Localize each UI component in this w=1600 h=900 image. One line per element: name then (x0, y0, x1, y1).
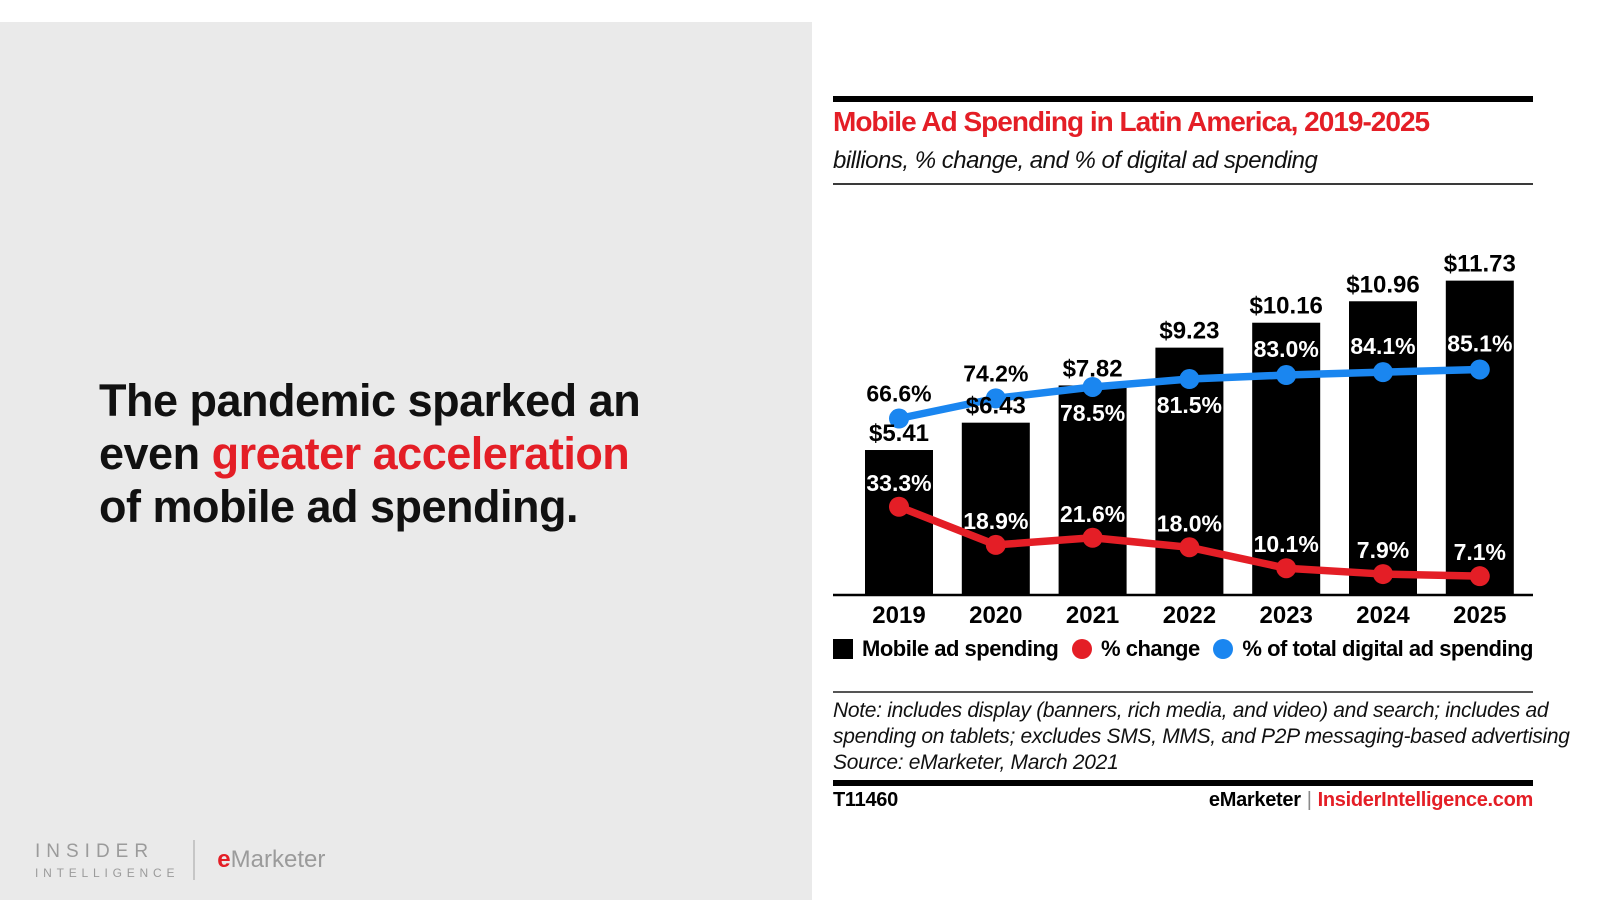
pct-change-label: 10.1% (1254, 531, 1319, 557)
pct-of-digital-line-point (889, 408, 909, 429)
bar-2021 (1058, 385, 1127, 595)
x-tick-label: 2022 (1163, 602, 1216, 629)
bar-2025 (1445, 280, 1514, 595)
insider-intelligence-emarketer-logo: INSIDER INTELLIGENCE eMarketer (35, 840, 325, 880)
x-tick-label: 2020 (969, 602, 1022, 629)
emarketer-e: e (217, 846, 231, 873)
x-tick-label: 2019 (872, 602, 925, 629)
pct-of-digital-line-point (985, 388, 1006, 409)
legend-label: Mobile ad spending (862, 636, 1059, 661)
footer-site-link[interactable]: InsiderIntelligence.com (1317, 789, 1534, 811)
insider-intelligence-wordmark: INSIDER INTELLIGENCE (35, 841, 179, 880)
pct-of-digital-line-point (1276, 365, 1297, 386)
headline-text: even (99, 428, 212, 479)
headline-highlight: greater acceleration (211, 428, 630, 479)
headline-text: The pandemic sparked an (99, 375, 641, 426)
left-panel: The pandemic sparked an even greater acce… (0, 22, 812, 900)
chart-region: Mobile Ad Spending in Latin America, 201… (833, 90, 1570, 830)
pct-of-digital-line-point (1469, 359, 1490, 380)
x-tick-label: 2025 (1453, 602, 1506, 629)
bar-value-label: $10.96 (1346, 271, 1419, 298)
pct-of-digital-label: 81.5% (1157, 392, 1222, 418)
bar-2024 (1349, 301, 1417, 595)
chart-title: Mobile Ad Spending in Latin America, 201… (833, 106, 1430, 137)
legend-dot-swatch (1213, 639, 1234, 659)
legend-square-swatch (833, 639, 853, 659)
logo-line-intelligence: INTELLIGENCE (35, 865, 180, 880)
headline-line: The pandemic sparked an (99, 374, 759, 427)
legend-item: % of total digital ad spending (1213, 636, 1533, 662)
note-line: spending on tablets; excludes SMS, MMS, … (833, 725, 1570, 748)
headline-line: even greater acceleration (99, 427, 759, 480)
chart-plot-container: 2019 2020 2021 2022 2023 2024 2025 $5.41 $6.43 $7… (833, 230, 1533, 630)
bar-value-label: $11.73 (1444, 251, 1516, 278)
chart-subtitle: billions, % change, and % of digital ad … (833, 147, 1318, 174)
bar-value-label: $7.82 (1063, 355, 1123, 382)
bar-value-label: $5.41 (869, 420, 929, 447)
pct-of-digital-label: 85.1% (1447, 330, 1512, 356)
x-tick-label: 2021 (1066, 602, 1119, 629)
pct-of-digital-line-point (1179, 369, 1200, 390)
chart-id: T11460 (833, 789, 898, 811)
chart-legend: Mobile ad spending % change % of total dig… (833, 636, 1533, 662)
pct-change-line-point (1276, 558, 1297, 579)
pct-of-digital-label: 78.5% (1060, 400, 1125, 426)
headline-line: of mobile ad spending. (99, 480, 759, 533)
x-tick-label: 2023 (1260, 602, 1313, 629)
footer-brand-links: eMarketer | InsiderIntelligence.com (1209, 789, 1533, 812)
pct-change-line-point (985, 534, 1006, 555)
note-line: Source: eMarketer, March 2021 (833, 751, 1119, 774)
bar-2019 (865, 450, 933, 595)
bar-value-label: $10.16 (1249, 293, 1322, 320)
legend-item: Mobile ad spending (833, 636, 1059, 662)
pct-change-label: 7.9% (1357, 537, 1409, 563)
chart-footer: T11460 eMarketer | InsiderIntelligence.com (833, 789, 1533, 812)
note-line: Note: includes display (banners, rich me… (833, 699, 1549, 722)
legend-dot-swatch (1072, 639, 1093, 659)
bar-value-label: $6.43 (966, 393, 1026, 420)
bar-2020 (961, 422, 1030, 595)
title-underline-rule (833, 183, 1533, 185)
pct-change-label: 21.6% (1060, 501, 1125, 527)
pct-change-line-point (1469, 566, 1490, 587)
emarketer-rest: Marketer (230, 846, 326, 873)
legend-label: % change (1101, 636, 1200, 661)
bar-value-label: $9.23 (1159, 318, 1219, 345)
headline-text: of mobile ad spending. (99, 481, 579, 532)
chart-plot: 2019 2020 2021 2022 2023 2024 2025 $5.41 $6.43 $7… (833, 251, 1533, 629)
top-rule (833, 96, 1533, 102)
headline: The pandemic sparked an even greater acce… (99, 374, 759, 533)
pct-change-label: 7.1% (1454, 539, 1506, 565)
pct-of-digital-label: 66.6% (866, 381, 931, 407)
x-tick-label: 2024 (1356, 602, 1410, 629)
pct-change-line-point (1082, 527, 1103, 548)
pct-change-line-point (1373, 564, 1393, 585)
legend-label: % of total digital ad spending (1242, 636, 1533, 661)
pct-change-label: 33.3% (866, 470, 931, 496)
pct-of-digital-line-point (1373, 362, 1393, 383)
pct-change-label: 18.0% (1157, 510, 1222, 536)
emarketer-wordmark: eMarketer (217, 846, 325, 874)
pct-of-digital-label: 74.2% (963, 360, 1028, 386)
legend-note-rule (833, 691, 1533, 693)
legend-item: % change (1072, 636, 1200, 662)
pct-change-line-point (1179, 537, 1200, 558)
footer-separator: | (1306, 789, 1312, 811)
footer-emarketer: eMarketer (1208, 789, 1301, 811)
chart-note: Note: includes display (banners, rich me… (833, 698, 1570, 776)
logo-divider (193, 840, 196, 880)
pct-of-digital-label: 83.0% (1254, 336, 1319, 362)
pct-change-line-point (889, 496, 909, 517)
logo-line-insider: INSIDER (35, 840, 155, 862)
pct-change-label: 18.9% (963, 508, 1028, 534)
pct-of-digital-label: 84.1% (1350, 333, 1415, 359)
pct-of-digital-line-point (1082, 376, 1103, 397)
bottom-rule (833, 780, 1533, 786)
